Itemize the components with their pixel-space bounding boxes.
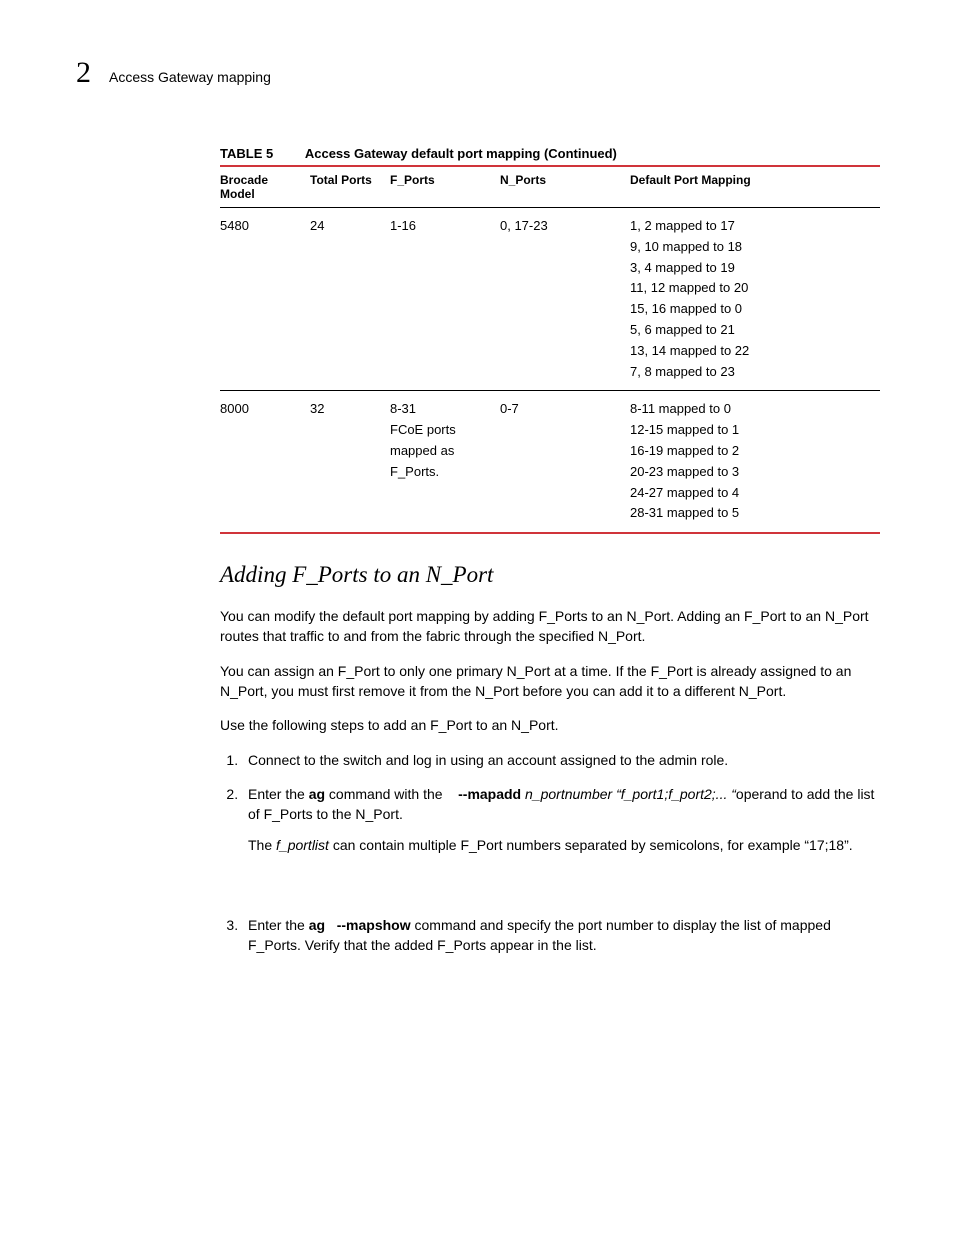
col-header-fports: F_Ports <box>390 166 500 208</box>
cell-nports: 0, 17-23 <box>500 208 630 391</box>
col-header-nports: N_Ports <box>500 166 630 208</box>
table-title: Access Gateway default port mapping (Con… <box>305 146 617 161</box>
step-item: Enter the ag mapshow command and specify… <box>242 915 880 956</box>
breadcrumb: Access Gateway mapping <box>109 69 271 85</box>
page: 2 Access Gateway mapping TABLE 5 Access … <box>0 0 954 955</box>
cell-total: 32 <box>310 391 390 533</box>
mapping-line: 16-19 mapped to 2 <box>630 441 874 462</box>
mapping-line: 3, 4 mapped to 19 <box>630 258 874 279</box>
mapping-line: 28-31 mapped to 5 <box>630 503 874 524</box>
step-text: Enter the ag command with the mapadd n_p… <box>248 786 874 822</box>
mapping-line: 24-27 mapped to 4 <box>630 483 874 504</box>
table-label: TABLE 5 <box>220 146 273 161</box>
mapping-line: 5, 6 mapped to 21 <box>630 320 874 341</box>
mapping-line: 13, 14 mapped to 22 <box>630 341 874 362</box>
step-note: The f_portlist can contain multiple F_Po… <box>248 835 880 855</box>
mapping-line: 1, 2 mapped to 17 <box>630 216 874 237</box>
port-mapping-table: Brocade Model Total Ports F_Ports N_Port… <box>220 165 880 534</box>
steps-list: Connect to the switch and log in using a… <box>220 750 880 956</box>
col-header-model: Brocade Model <box>220 166 310 208</box>
cell-fports: 1-16 <box>390 208 500 391</box>
table-header-row: Brocade Model Total Ports F_Ports N_Port… <box>220 166 880 208</box>
section-title: Adding F_Ports to an N_Port <box>220 562 880 588</box>
mapping-line: 8-11 mapped to 0 <box>630 399 874 420</box>
step-item: Enter the ag command with the mapadd n_p… <box>242 784 880 855</box>
step-text: Connect to the switch and log in using a… <box>248 752 728 768</box>
cell-total: 24 <box>310 208 390 391</box>
paragraph: You can assign an F_Port to only one pri… <box>220 661 880 702</box>
step-item: Connect to the switch and log in using a… <box>242 750 880 770</box>
col-header-mapping: Default Port Mapping <box>630 166 880 208</box>
content-area: TABLE 5 Access Gateway default port mapp… <box>220 146 880 955</box>
table-row: 8000328-31 FCoE ports mapped as F_Ports.… <box>220 391 880 533</box>
cell-model: 5480 <box>220 208 310 391</box>
table-row: 5480241-160, 17-231, 2 mapped to 179, 10… <box>220 208 880 391</box>
cell-fports: 8-31 FCoE ports mapped as F_Ports. <box>390 391 500 533</box>
cell-mapping: 1, 2 mapped to 179, 10 mapped to 183, 4 … <box>630 208 880 391</box>
table-body: 5480241-160, 17-231, 2 mapped to 179, 10… <box>220 208 880 534</box>
cell-mapping: 8-11 mapped to 012-15 mapped to 116-19 m… <box>630 391 880 533</box>
cell-nports: 0-7 <box>500 391 630 533</box>
mapping-line: 11, 12 mapped to 20 <box>630 278 874 299</box>
cell-model: 8000 <box>220 391 310 533</box>
mapping-line: 9, 10 mapped to 18 <box>630 237 874 258</box>
table-caption: TABLE 5 Access Gateway default port mapp… <box>220 146 880 161</box>
chapter-number: 2 <box>76 56 91 90</box>
col-header-total: Total Ports <box>310 166 390 208</box>
mapping-line: 7, 8 mapped to 23 <box>630 362 874 383</box>
mapping-line: 20-23 mapped to 3 <box>630 462 874 483</box>
step-text: Enter the ag mapshow command and specify… <box>248 917 831 953</box>
paragraph: Use the following steps to add an F_Port… <box>220 715 880 735</box>
paragraph: You can modify the default port mapping … <box>220 606 880 647</box>
mapping-line: 15, 16 mapped to 0 <box>630 299 874 320</box>
mapping-line: 12-15 mapped to 1 <box>630 420 874 441</box>
page-header: 2 Access Gateway mapping <box>76 56 878 90</box>
